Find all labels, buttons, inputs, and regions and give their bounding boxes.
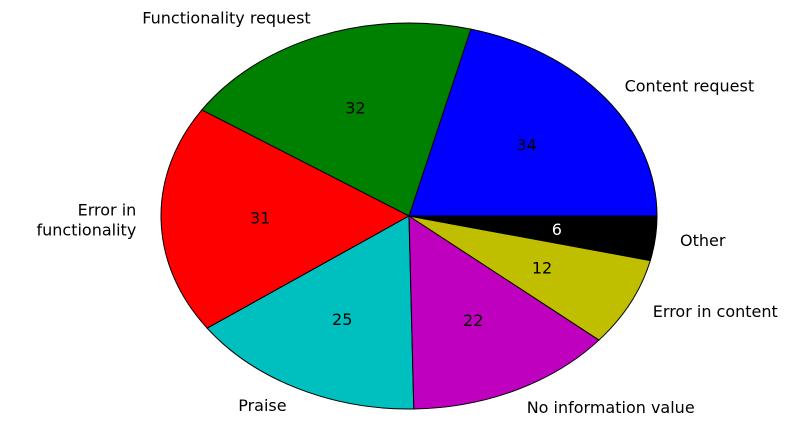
category-label-no-information-value: No information value: [527, 398, 695, 417]
category-label-error-in-functionality: Error in functionality: [37, 201, 137, 240]
pie-slice-other: [408, 215, 658, 262]
category-label-error-in-content: Error in content: [653, 302, 778, 321]
category-label-praise: Praise: [238, 396, 286, 415]
value-label-no-information-value: 22: [463, 311, 483, 330]
category-label-content-request: Content request: [625, 76, 755, 95]
category-label-other: Other: [680, 231, 726, 250]
pie-slice-functionality-request: [201, 22, 472, 217]
pie-labels: 34 Content request 32 Functionality request…: [37, 8, 778, 417]
value-label-error-in-content: 12: [532, 259, 552, 278]
pie-slice-error-in-content: [408, 215, 651, 341]
category-label-functionality-request: Functionality request: [142, 8, 310, 27]
value-label-other: 6: [552, 220, 562, 239]
pie-slice-praise: [206, 215, 415, 410]
value-label-praise: 25: [332, 310, 352, 329]
pie-slice-error-in-functionality: [160, 109, 411, 329]
pie-slice-no-information-value: [408, 215, 600, 410]
value-label-functionality-request: 32: [345, 99, 365, 118]
pie-slices: [160, 22, 658, 410]
pie-slice-content-request: [408, 28, 658, 217]
value-label-error-in-functionality: 31: [250, 209, 270, 228]
value-label-content-request: 34: [516, 136, 536, 155]
